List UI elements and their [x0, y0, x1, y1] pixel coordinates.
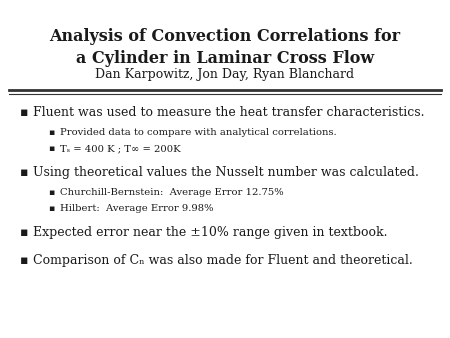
Text: Churchill-Bernstein:  Average Error 12.75%: Churchill-Bernstein: Average Error 12.75…: [60, 188, 284, 197]
Text: ▪: ▪: [48, 188, 54, 197]
Text: Tₛ = 400 K ; T∞ = 200K: Tₛ = 400 K ; T∞ = 200K: [60, 144, 180, 153]
Text: ▪: ▪: [20, 226, 28, 239]
Text: Dan Karpowitz, Jon Day, Ryan Blanchard: Dan Karpowitz, Jon Day, Ryan Blanchard: [95, 68, 355, 81]
Text: Fluent was used to measure the heat transfer characteristics.: Fluent was used to measure the heat tran…: [33, 106, 424, 119]
Text: Comparison of Cₙ was also made for Fluent and theoretical.: Comparison of Cₙ was also made for Fluen…: [33, 254, 413, 267]
Text: Provided data to compare with analytical correlations.: Provided data to compare with analytical…: [60, 128, 337, 137]
Text: Expected error near the ±10% range given in textbook.: Expected error near the ±10% range given…: [33, 226, 387, 239]
Text: ▪: ▪: [48, 204, 54, 213]
Text: ▪: ▪: [48, 128, 54, 137]
Text: ▪: ▪: [20, 166, 28, 179]
Text: Hilbert:  Average Error 9.98%: Hilbert: Average Error 9.98%: [60, 204, 213, 213]
Text: Analysis of Convection Correlations for
a Cylinder in Laminar Cross Flow: Analysis of Convection Correlations for …: [50, 28, 400, 67]
Text: ▪: ▪: [20, 106, 28, 119]
Text: Using theoretical values the Nusselt number was calculated.: Using theoretical values the Nusselt num…: [33, 166, 419, 179]
Text: ▪: ▪: [48, 144, 54, 153]
Text: ▪: ▪: [20, 254, 28, 267]
